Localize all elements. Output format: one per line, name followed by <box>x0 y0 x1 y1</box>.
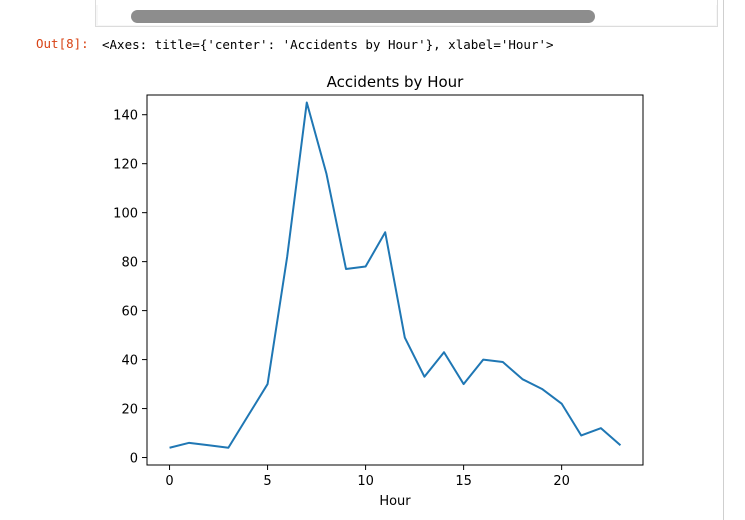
y-tick-label: 20 <box>121 403 138 418</box>
chart-ticks: 0 5 10 15 20 0 20 40 60 80 100 120 140 <box>113 109 570 489</box>
x-tick-label: 15 <box>455 474 472 489</box>
y-tick-label: 60 <box>121 305 138 320</box>
chart-axes <box>146 94 644 466</box>
y-tick-label: 40 <box>121 354 138 369</box>
plot-frame <box>146 94 644 466</box>
y-tick-label: 120 <box>113 158 138 173</box>
horizontal-scrollbar-thumb[interactable] <box>131 10 595 23</box>
y-tick-label: 140 <box>113 109 138 124</box>
vertical-scrollbar-gutter[interactable] <box>724 0 745 520</box>
line-chart: 0 5 10 15 20 0 20 40 60 80 100 120 140 Accidents by … <box>113 73 644 509</box>
y-tick-label: 80 <box>121 256 138 271</box>
output-text: <Axes: title={'center': 'Accidents by Ho… <box>102 37 554 52</box>
x-tick-label: 5 <box>263 474 271 489</box>
x-tick-label: 10 <box>357 474 374 489</box>
x-tick-label: 20 <box>553 474 570 489</box>
y-tick-label: 100 <box>113 207 138 222</box>
x-axis-label: Hour <box>379 494 411 509</box>
output-prompt: Out[8]: <box>36 36 89 51</box>
chart-series <box>169 101 622 449</box>
chart-title: Accidents by Hour <box>327 73 465 91</box>
series-line <box>169 101 622 449</box>
previous-output-content <box>96 0 717 5</box>
x-tick-label: 0 <box>165 474 173 489</box>
y-tick-label: 0 <box>130 452 138 467</box>
panel-divider <box>723 0 724 520</box>
